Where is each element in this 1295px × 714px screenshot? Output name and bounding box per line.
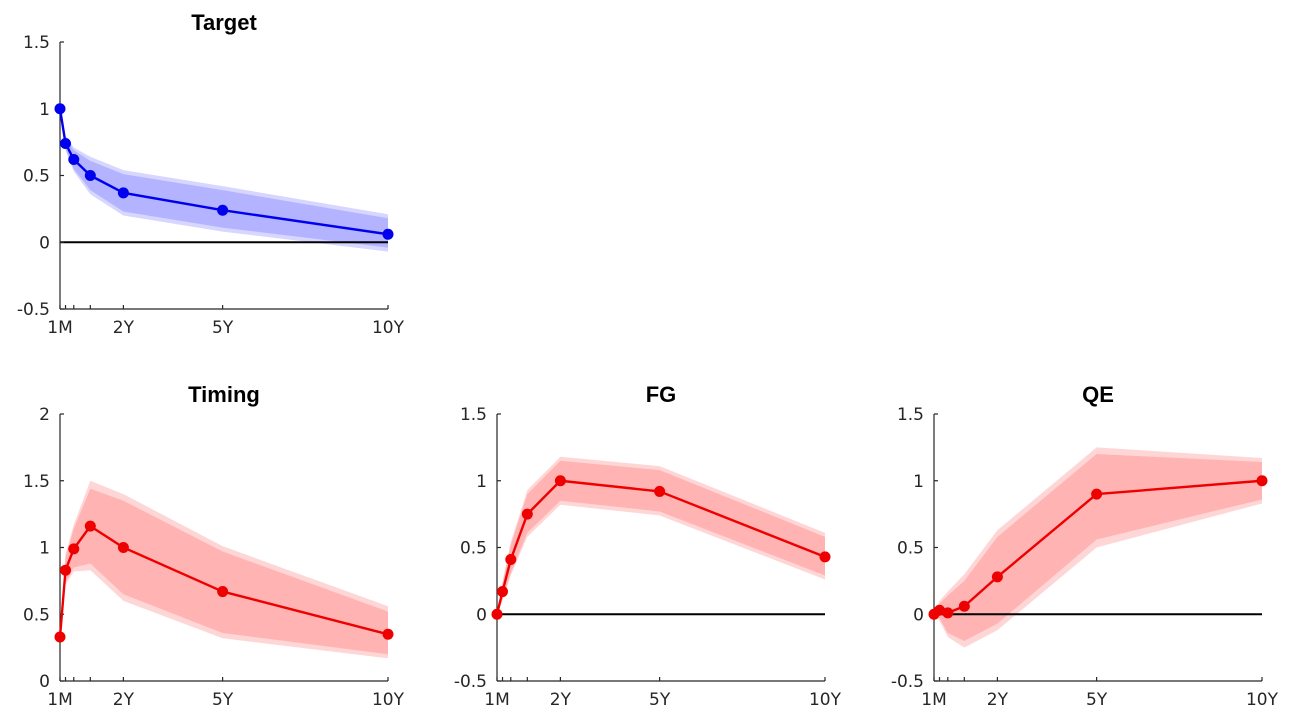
panel-timing: 0 0.5 1 1.5 2 1M 2Y 5Y 10Y Timing: [23, 382, 405, 710]
target-data-point: [60, 137, 72, 149]
timing-data-point: [60, 564, 72, 576]
qe-x-tick-label: 5Y: [1086, 690, 1108, 710]
qe-data-point: [934, 604, 946, 616]
fg-title: FG: [646, 382, 677, 407]
fg-y-tick-label: 0: [476, 605, 487, 625]
target-data-point: [84, 170, 96, 181]
timing-x-tick-label: 1M: [47, 690, 72, 710]
target-data-point: [68, 153, 80, 165]
timing-data-point: [382, 628, 394, 640]
target-y-tick-label: -0.5: [17, 300, 50, 320]
timing-data-point: [54, 631, 66, 643]
timing-y-tick-label: 1.5: [23, 472, 50, 492]
target-title: Target: [191, 10, 257, 35]
fg-data-point: [554, 475, 566, 487]
fg-data-point: [521, 508, 533, 520]
target-y-tick-label: 0.5: [23, 167, 50, 187]
target-x-tick-label: 2Y: [113, 318, 135, 338]
timing-x-tick-label: 10Y: [372, 690, 405, 710]
qe-band-inner: [934, 454, 1262, 641]
timing-y-tick-label: 1: [39, 539, 50, 559]
qe-data-point: [942, 607, 954, 619]
target-y-tick-label: 0: [39, 233, 50, 253]
fg-data-point: [491, 608, 503, 620]
timing-y-tick-label: 0.5: [23, 605, 50, 625]
fg-data-point: [654, 485, 666, 497]
qe-x-tick-label: 1M: [921, 690, 946, 710]
qe-y-tick-label: 1: [913, 472, 924, 492]
panel-qe: -0.5 0 0.5 1 1.5 1M 2Y 5Y 10Y QE: [891, 382, 1279, 710]
qe-x-tick-label: 2Y: [987, 690, 1009, 710]
fg-data-point: [505, 554, 517, 566]
qe-y-tick-label: 0: [913, 605, 924, 625]
fg-x-tick-label: 1M: [484, 690, 509, 710]
fg-data-point: [819, 551, 831, 563]
target-data-point: [117, 187, 129, 199]
timing-band-inner: [60, 488, 388, 655]
qe-y-tick-label: 1.5: [897, 405, 924, 425]
target-data-point: [54, 103, 66, 115]
timing-x-tick-label: 5Y: [212, 690, 234, 710]
qe-y-tick-label: 0.5: [897, 539, 924, 559]
timing-data-point: [84, 520, 96, 532]
fg-band-inner: [497, 460, 825, 615]
qe-y-tick-label: -0.5: [891, 672, 924, 692]
qe-x-tick-label: 10Y: [1246, 690, 1279, 710]
fg-y-tick-label: -0.5: [454, 672, 487, 692]
target-y-tick-label: 1: [39, 100, 50, 120]
timing-data-point: [217, 586, 229, 598]
qe-title: QE: [1082, 382, 1114, 407]
panel-fg: -0.5 0 0.5 1 1.5 1M 2Y 5Y 10Y FG: [454, 382, 842, 710]
target-data-point: [217, 204, 229, 216]
fg-band-outer: [497, 456, 825, 615]
qe-data-point: [958, 600, 970, 612]
target-band-outer: [60, 108, 388, 252]
fg-data-point: [497, 586, 509, 598]
target-x-tick-label: 1M: [47, 318, 72, 338]
target-band-inner: [60, 108, 388, 248]
timing-data-point: [117, 542, 129, 553]
target-y-tick-label: 1.5: [23, 33, 50, 53]
timing-y-tick-label: 2: [39, 405, 50, 425]
fg-y-tick-label: 1.5: [460, 405, 487, 425]
panel-target: -0.5 0 0.5 1 1.5 1M 2Y 5Y 10Y Target: [17, 10, 405, 338]
timing-title: Timing: [188, 382, 260, 407]
qe-band-outer: [934, 447, 1262, 648]
fg-x-tick-label: 2Y: [550, 690, 572, 710]
timing-x-tick-label: 2Y: [113, 690, 135, 710]
fg-y-tick-label: 1: [476, 472, 487, 492]
qe-data-point: [1256, 475, 1268, 487]
target-x-tick-label: 10Y: [372, 318, 405, 338]
fg-x-tick-label: 10Y: [809, 690, 842, 710]
target-x-tick-label: 5Y: [212, 318, 234, 338]
timing-y-tick-label: 0: [39, 672, 50, 692]
timing-data-point: [68, 543, 80, 555]
qe-data-point: [991, 571, 1003, 583]
target-data-point: [382, 228, 394, 240]
qe-data-point: [1091, 488, 1103, 500]
fg-x-tick-label: 5Y: [649, 690, 671, 710]
fg-y-tick-label: 0.5: [460, 539, 487, 559]
